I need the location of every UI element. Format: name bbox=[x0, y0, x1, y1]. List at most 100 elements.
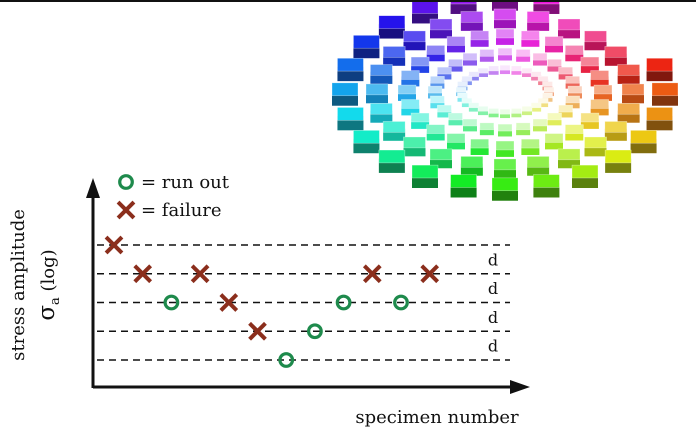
color-block bbox=[426, 124, 446, 141]
color-block bbox=[526, 156, 550, 176]
color-block bbox=[493, 158, 517, 179]
data-point-failure bbox=[248, 321, 267, 341]
color-block bbox=[426, 45, 446, 62]
legend-failure-marker bbox=[116, 200, 136, 220]
step-label-d: d bbox=[488, 337, 498, 356]
legend-label-run-out: = run out bbox=[141, 172, 230, 193]
data-point-failure bbox=[219, 293, 239, 312]
y-axis-label-suffix: (log) bbox=[38, 249, 59, 297]
color-block bbox=[521, 30, 540, 47]
color-block bbox=[430, 76, 445, 89]
color-block bbox=[511, 108, 522, 118]
color-block bbox=[450, 174, 477, 198]
color-block bbox=[567, 85, 583, 99]
legend-run-out-marker bbox=[118, 174, 134, 190]
color-block bbox=[397, 84, 417, 101]
data-point-failure bbox=[190, 264, 210, 284]
grid-lines bbox=[97, 244, 510, 361]
data-point-run-out bbox=[335, 294, 352, 311]
color-block bbox=[337, 57, 364, 82]
step-label-d: d bbox=[488, 308, 498, 327]
color-block bbox=[461, 97, 473, 108]
color-block bbox=[462, 52, 478, 66]
color-block bbox=[462, 118, 478, 132]
color-block bbox=[593, 84, 613, 101]
color-block bbox=[410, 112, 430, 129]
step-label-d: d bbox=[488, 250, 498, 269]
data-point-run-out bbox=[307, 323, 323, 340]
color-block bbox=[584, 30, 607, 51]
color-block bbox=[532, 118, 548, 132]
color-block bbox=[497, 123, 513, 137]
color-block bbox=[353, 130, 380, 154]
color-block bbox=[630, 130, 657, 154]
color-block bbox=[646, 107, 673, 131]
data-point-failure bbox=[104, 235, 124, 255]
color-block bbox=[427, 85, 443, 99]
data-point-run-out bbox=[393, 294, 409, 311]
y-axis-arrow bbox=[86, 178, 100, 198]
color-block bbox=[337, 107, 364, 131]
color-block bbox=[488, 65, 499, 75]
color-block bbox=[530, 71, 542, 81]
color-block bbox=[558, 104, 573, 118]
color-block bbox=[604, 149, 632, 173]
color-block bbox=[547, 58, 562, 72]
y-axis-label-line1: stress amplitude bbox=[8, 209, 29, 361]
data-point-run-out bbox=[278, 352, 295, 368]
color-block bbox=[617, 64, 640, 84]
color-block bbox=[468, 102, 480, 112]
color-block bbox=[460, 11, 484, 31]
y-axis-label-line2: σa (log) bbox=[34, 249, 63, 320]
color-block bbox=[403, 30, 426, 51]
color-block bbox=[604, 46, 628, 66]
color-block bbox=[646, 57, 673, 82]
color-block bbox=[499, 64, 511, 75]
sigma-symbol: σ bbox=[34, 305, 60, 321]
color-block bbox=[401, 70, 420, 87]
color-block bbox=[590, 70, 609, 87]
color-block bbox=[353, 35, 380, 59]
color-block bbox=[430, 95, 445, 109]
color-block bbox=[382, 46, 406, 66]
color-block bbox=[521, 138, 540, 155]
color-block bbox=[651, 82, 679, 106]
legend-label-failure: = failure bbox=[141, 200, 222, 221]
color-block bbox=[521, 106, 533, 116]
color-block bbox=[470, 30, 489, 47]
color-block bbox=[565, 76, 580, 89]
color-block bbox=[515, 122, 531, 136]
color-block bbox=[331, 82, 359, 106]
color-block bbox=[460, 156, 484, 176]
step-label-d: d bbox=[488, 279, 498, 298]
color-block bbox=[437, 104, 452, 118]
color-block bbox=[370, 64, 393, 84]
data-point-failure bbox=[362, 264, 382, 284]
x-axis-arrow bbox=[510, 380, 530, 394]
color-block bbox=[401, 99, 420, 116]
color-block bbox=[448, 58, 463, 72]
sigma-subscript: a bbox=[48, 297, 63, 305]
color-block bbox=[437, 66, 452, 80]
color-block bbox=[533, 174, 560, 198]
color-block bbox=[511, 65, 522, 75]
color-block bbox=[495, 28, 515, 45]
color-block bbox=[378, 15, 406, 39]
legend: = run out = failure bbox=[116, 172, 230, 221]
top-border bbox=[0, 0, 696, 2]
x-axis-label: specimen number bbox=[355, 407, 519, 428]
color-block bbox=[617, 103, 640, 123]
color-block bbox=[493, 8, 517, 29]
color-block bbox=[446, 36, 466, 53]
color-block bbox=[532, 52, 548, 66]
color-block bbox=[495, 140, 515, 157]
color-block bbox=[410, 56, 430, 73]
color-block bbox=[565, 95, 580, 109]
color-block bbox=[558, 66, 573, 80]
color-block bbox=[580, 56, 600, 73]
color-block bbox=[604, 121, 628, 141]
color-block bbox=[544, 36, 564, 53]
